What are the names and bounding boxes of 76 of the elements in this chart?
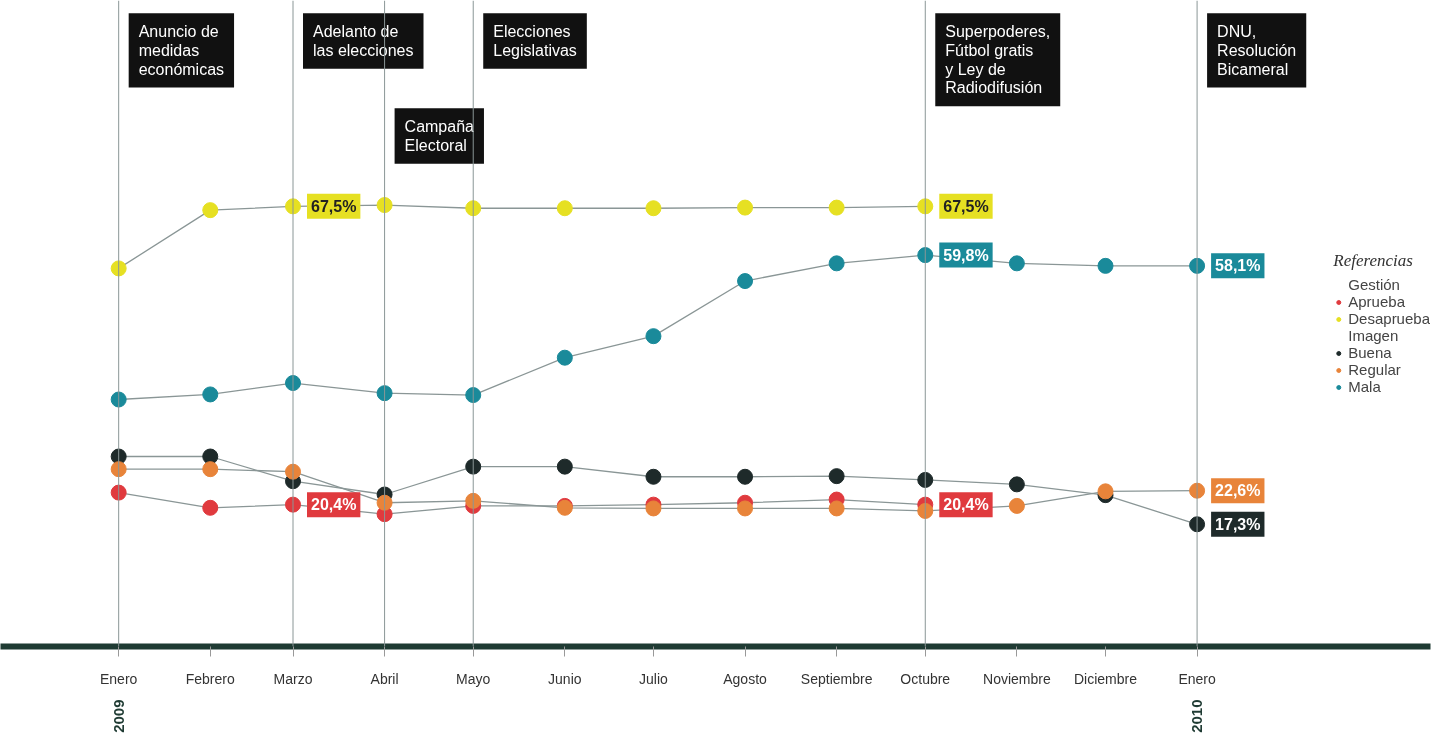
point	[110, 391, 127, 408]
x-tick-label: Enero	[1178, 670, 1216, 687]
legend-label: Regular	[1348, 361, 1401, 378]
x-tick-label: Noviembre	[983, 670, 1051, 687]
point	[465, 387, 482, 404]
legend-label: Desaprueba	[1348, 310, 1430, 327]
point	[110, 461, 127, 478]
text: 2009	[109, 699, 127, 733]
point	[202, 461, 219, 478]
annotation: Gestión	[1348, 276, 1400, 293]
point	[1008, 497, 1025, 514]
data-label: 67,5%	[943, 197, 989, 215]
point	[1008, 476, 1025, 493]
point	[645, 468, 662, 485]
point	[737, 199, 754, 216]
point	[202, 202, 219, 219]
point	[465, 492, 482, 509]
point	[556, 349, 573, 366]
point	[1097, 257, 1114, 274]
data-label: 20,4%	[311, 496, 357, 514]
x-tick-label: Enero	[100, 670, 138, 687]
ref-line-label: Adelanto de las elecciones	[313, 23, 414, 59]
point	[465, 458, 482, 475]
point	[202, 499, 219, 516]
ref-line-label: Superpoderes, Fútbol gratis y Ley de Radiodifusión	[945, 23, 1051, 97]
point	[376, 494, 393, 511]
point	[917, 198, 934, 215]
x-tick-label: Diciembre	[1073, 670, 1138, 687]
ref-line-label: DNU, Resolución Bicameral	[1217, 23, 1297, 78]
x-tick-label: Abril	[370, 670, 399, 687]
legend-label: Mala	[1348, 378, 1381, 395]
x-tick-label: Agosto	[723, 670, 768, 687]
data-label: 22,6%	[1215, 482, 1261, 500]
data-label: 67,5%	[311, 197, 357, 215]
point	[828, 199, 845, 216]
point	[376, 385, 393, 402]
x-tick-label: Septiembre	[800, 670, 873, 687]
legend-label: Aprueba	[1348, 293, 1405, 310]
x-tick-label: Julio	[639, 670, 669, 687]
x-tick-label: Mayo	[456, 670, 491, 687]
text: 2010	[1188, 699, 1206, 733]
point	[556, 200, 573, 217]
point	[465, 200, 482, 217]
data-label: 58,1%	[1215, 257, 1261, 275]
data-label: 59,8%	[943, 246, 989, 264]
x-tick-label: Marzo	[273, 670, 313, 687]
point	[645, 328, 662, 345]
ref-line-label: Elecciones Legislativas	[493, 23, 577, 59]
legend-title: Referencias	[1333, 251, 1414, 271]
point	[1008, 255, 1025, 272]
data-label: 20,4%	[943, 496, 989, 514]
point	[917, 502, 934, 519]
data-label: 17,3%	[1215, 515, 1261, 533]
point	[917, 471, 934, 488]
annotation: Imagen	[1348, 327, 1399, 344]
point	[1097, 483, 1114, 500]
point	[828, 468, 845, 485]
ref-line-label: Campaña Electoral	[404, 118, 475, 154]
ref-line-label: Anuncio de medidas económicas	[138, 23, 225, 78]
x-tick-label: Octubre	[900, 670, 951, 687]
point	[110, 260, 127, 277]
point	[376, 197, 393, 214]
point	[645, 200, 662, 217]
point	[737, 500, 754, 517]
x-tick-label: Junio	[548, 670, 582, 687]
point	[556, 458, 573, 475]
x-tick-label: Febrero	[185, 670, 235, 687]
point	[917, 247, 934, 264]
point	[645, 500, 662, 517]
point	[202, 386, 219, 403]
point	[737, 468, 754, 485]
point	[828, 255, 845, 272]
point	[110, 484, 127, 501]
point	[828, 500, 845, 517]
point	[737, 273, 754, 290]
legend-label: Buena	[1348, 344, 1392, 361]
